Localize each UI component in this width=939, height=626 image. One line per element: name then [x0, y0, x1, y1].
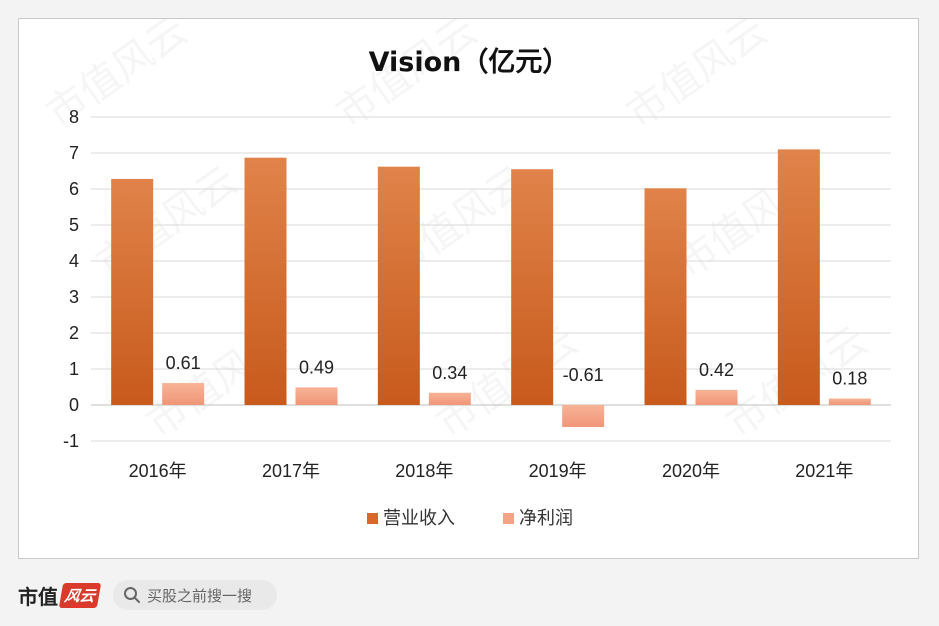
y-tick-label: 3	[69, 287, 79, 307]
bar-net-profit	[162, 383, 205, 405]
bar-net-profit	[562, 405, 605, 427]
grid-layer: -1 0 1 2 3 4 5 6 7 8	[63, 107, 891, 451]
bar-net-profit	[695, 389, 738, 405]
x-tick-label: 2021年	[795, 461, 853, 481]
brand-name: 市值	[18, 584, 58, 609]
y-tick-label: 7	[69, 143, 79, 163]
y-tick-label: 5	[69, 215, 79, 235]
bar-revenue	[244, 157, 287, 405]
search-placeholder: 买股之前搜一搜	[147, 586, 253, 605]
legend-label-revenue: 营业收入	[383, 508, 455, 529]
watermark-layer: 市值风云市值风云市值风云市值风云市值风云市值风云市值风云市值风云市值风云	[38, 19, 875, 447]
data-label: 0.42	[699, 360, 734, 380]
chart-title: Vision（亿元）	[369, 47, 570, 78]
y-tick-label: 2	[69, 323, 79, 343]
bar-revenue	[377, 166, 420, 405]
bar-net-profit	[428, 392, 471, 405]
legend-swatch-revenue	[367, 513, 378, 524]
legend-label-net-profit: 净利润	[519, 508, 573, 529]
y-tick-label: 8	[69, 107, 79, 127]
bars-layer	[111, 149, 871, 427]
x-tick-label: 2017年	[262, 461, 320, 481]
bar-net-profit	[295, 387, 338, 405]
y-tick-label: 1	[69, 359, 79, 379]
y-tick-label: 6	[69, 179, 79, 199]
y-tick-label: 4	[69, 251, 79, 271]
labels-layer: 0.61 2016年 0.49 2017年 0.34 2018年 -0.61 2019年 0.4…	[129, 353, 868, 481]
brand-badge: 风云	[58, 582, 102, 608]
brand-logo[interactable]: 市值 风云	[18, 581, 102, 610]
x-tick-label: 2020年	[662, 461, 720, 481]
y-tick-label: -1	[63, 431, 79, 451]
chart-frame: 市值风云市值风云市值风云市值风云市值风云市值风云市值风云市值风云市值风云 Vis…	[18, 18, 919, 559]
bar-revenue	[511, 169, 554, 405]
data-label: 0.18	[832, 369, 867, 389]
x-tick-label: 2016年	[129, 461, 187, 481]
footer: 市值 风云 买股之前搜一搜	[18, 575, 418, 615]
legend-swatch-net-profit	[503, 513, 514, 524]
data-label: -0.61	[563, 365, 604, 385]
search-box[interactable]: 买股之前搜一搜	[113, 580, 278, 610]
data-label: 0.34	[432, 363, 467, 383]
bar-net-profit	[828, 398, 871, 405]
legend: 营业收入 净利润	[367, 508, 573, 529]
data-label: 0.49	[299, 357, 334, 377]
bar-revenue	[644, 188, 687, 405]
data-label: 0.61	[166, 353, 201, 373]
x-tick-label: 2018年	[395, 461, 453, 481]
x-tick-label: 2019年	[529, 461, 587, 481]
bar-revenue	[111, 178, 154, 405]
y-tick-label: 0	[69, 395, 79, 415]
search-icon	[124, 587, 141, 603]
bar-revenue	[777, 149, 820, 405]
chart-svg: 市值风云市值风云市值风云市值风云市值风云市值风云市值风云市值风云市值风云 Vis…	[38, 19, 891, 529]
